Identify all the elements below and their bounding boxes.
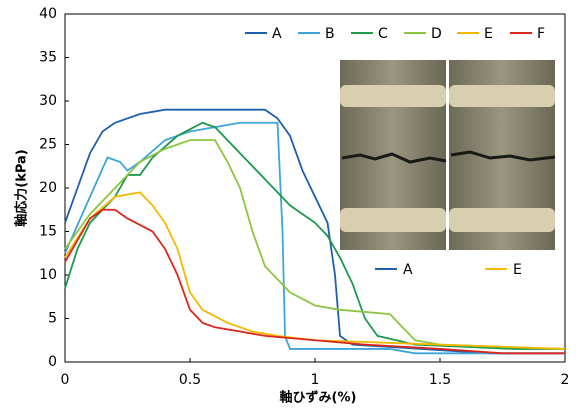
series-line <box>64 108 565 355</box>
inset-label: A <box>403 262 413 278</box>
legend-label: F <box>537 26 545 42</box>
x-axis-label: 軸ひずみ(%) <box>280 390 357 406</box>
series-line <box>64 208 565 355</box>
x-tick-label: 0 <box>61 372 70 388</box>
legend-label: D <box>431 26 442 42</box>
legend-label: E <box>484 26 493 42</box>
y-axis-label: 軸応力(kPa) <box>14 149 30 226</box>
y-tick-label: 25 <box>39 137 57 153</box>
x-tick-label: 2 <box>561 372 570 388</box>
legend-label: A <box>272 26 282 42</box>
y-tick-label: 20 <box>39 180 57 196</box>
series-line <box>64 121 565 350</box>
y-tick-label: 30 <box>39 93 57 109</box>
x-tick-label: 1.5 <box>429 372 451 388</box>
y-tick-label: 0 <box>48 354 57 370</box>
series-line <box>64 139 566 350</box>
legend-label: C <box>378 26 388 42</box>
x-tick-label: 1 <box>311 372 320 388</box>
y-tick-label: 40 <box>39 6 57 22</box>
y-tick-label: 5 <box>48 311 57 327</box>
y-tick-label: 15 <box>39 224 57 240</box>
inset-photo <box>340 60 556 250</box>
legend-label: B <box>325 26 335 42</box>
y-tick-label: 35 <box>39 50 57 66</box>
inset-label: E <box>513 262 522 278</box>
y-tick-label: 10 <box>39 267 57 283</box>
x-tick-label: 0.5 <box>179 372 201 388</box>
